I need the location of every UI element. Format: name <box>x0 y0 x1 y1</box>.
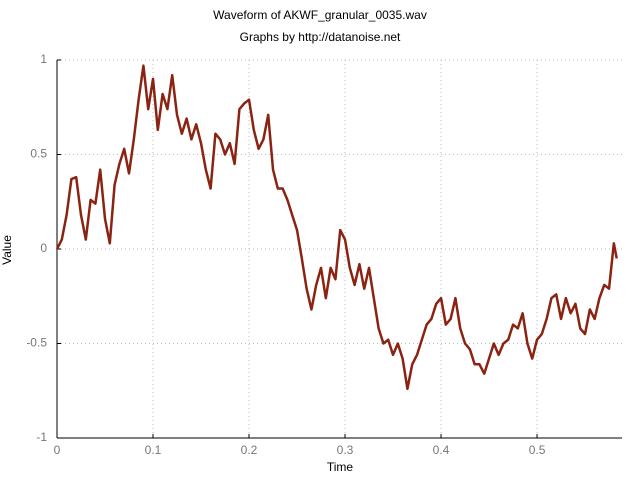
x-tick-label: 0.2 <box>241 443 258 457</box>
y-tick-label: 0.5 <box>30 147 47 161</box>
y-tick-label: -0.5 <box>26 336 47 350</box>
y-tick-label: 0 <box>40 241 47 255</box>
x-tick-label: 0.5 <box>529 443 546 457</box>
chart-subtitle: Graphs by http://datanoise.net <box>240 30 401 44</box>
chart-title: Waveform of AKWF_granular_0035.wav <box>213 8 427 22</box>
x-tick-label: 0.4 <box>433 443 450 457</box>
y-tick-label: 1 <box>40 52 47 66</box>
x-tick-label: 0.1 <box>145 443 162 457</box>
x-axis-label: Time <box>327 460 354 474</box>
y-tick-label: -1 <box>36 430 47 444</box>
x-tick-label: 0.3 <box>337 443 354 457</box>
y-axis-label: Value <box>0 235 14 265</box>
x-tick-label: 0 <box>54 443 61 457</box>
waveform-line <box>55 64 618 391</box>
